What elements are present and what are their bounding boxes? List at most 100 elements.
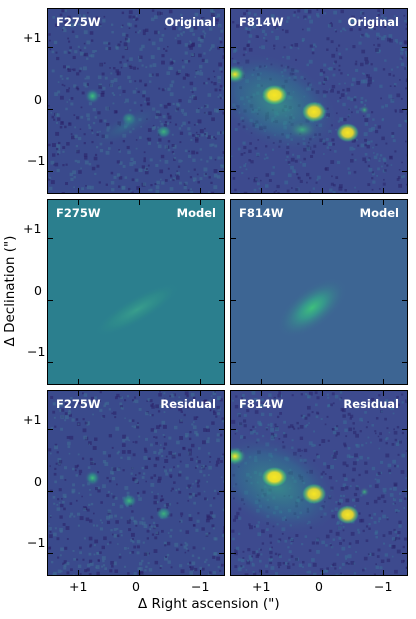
x-tick-label: +1: [69, 579, 88, 594]
y-tick-label: −1: [27, 153, 46, 168]
tick-mark: [383, 570, 384, 575]
tick-mark: [261, 391, 262, 396]
y-tick-label: +1: [23, 412, 42, 427]
tick-mark: [322, 200, 323, 205]
tick-mark: [139, 200, 140, 205]
tick-mark: [231, 429, 236, 430]
filter-label: F275W: [56, 206, 101, 220]
tick-mark: [402, 171, 407, 172]
kind-label: Residual: [343, 397, 399, 411]
y-tick-label: 0: [34, 92, 42, 107]
x-tick-label: +1: [252, 579, 271, 594]
x-axis-title: Δ Right ascension ("): [138, 596, 280, 612]
tick-mark: [322, 379, 323, 384]
tick-mark: [219, 362, 224, 363]
tick-mark: [231, 553, 236, 554]
kind-label: Model: [359, 206, 399, 220]
panel-image: [48, 9, 224, 193]
panel-f814w-model: F814W Model: [230, 199, 408, 385]
tick-mark: [219, 553, 224, 554]
y-tick-label: 0: [34, 283, 42, 298]
y-axis-title: Δ Declination ("): [2, 235, 18, 347]
tick-mark: [48, 362, 53, 363]
tick-mark: [231, 171, 236, 172]
x-tick-label: −1: [191, 579, 210, 594]
panel-f275w-original: F275W Original: [47, 8, 225, 194]
y-tick-label: +1: [23, 30, 42, 45]
tick-mark: [48, 109, 53, 110]
tick-mark: [48, 429, 53, 430]
panel-image: [48, 391, 224, 575]
tick-mark: [402, 238, 407, 239]
panel-image: [231, 391, 407, 575]
tick-mark: [322, 188, 323, 193]
tick-mark: [48, 47, 53, 48]
tick-mark: [261, 200, 262, 205]
kind-label: Original: [164, 15, 216, 29]
tick-mark: [383, 188, 384, 193]
panel-image: [231, 9, 407, 193]
tick-mark: [231, 491, 236, 492]
kind-label: Residual: [160, 397, 216, 411]
tick-mark: [48, 238, 53, 239]
y-tick-label: −1: [27, 535, 46, 550]
panel-f814w-residual: F814W Residual: [230, 390, 408, 576]
tick-mark: [139, 570, 140, 575]
tick-mark: [48, 553, 53, 554]
panel-image: [231, 200, 407, 384]
filter-label: F275W: [56, 15, 101, 29]
kind-label: Original: [347, 15, 399, 29]
tick-mark: [219, 171, 224, 172]
panel-f275w-model: F275W Model: [47, 199, 225, 385]
tick-mark: [383, 391, 384, 396]
tick-mark: [261, 379, 262, 384]
tick-mark: [219, 47, 224, 48]
tick-mark: [219, 238, 224, 239]
tick-mark: [402, 429, 407, 430]
tick-mark: [322, 9, 323, 14]
filter-label: F814W: [239, 206, 284, 220]
filter-label: F275W: [56, 397, 101, 411]
tick-mark: [78, 391, 79, 396]
y-tick-label: +1: [23, 221, 42, 236]
tick-mark: [383, 379, 384, 384]
tick-mark: [139, 9, 140, 14]
filter-label: F814W: [239, 397, 284, 411]
y-tick-label: −1: [27, 344, 46, 359]
tick-mark: [139, 188, 140, 193]
tick-mark: [402, 300, 407, 301]
filter-label: F814W: [239, 15, 284, 29]
tick-mark: [402, 362, 407, 363]
tick-mark: [219, 429, 224, 430]
tick-mark: [78, 570, 79, 575]
tick-mark: [261, 570, 262, 575]
tick-mark: [231, 362, 236, 363]
tick-mark: [402, 47, 407, 48]
tick-mark: [219, 300, 224, 301]
tick-mark: [48, 300, 53, 301]
tick-mark: [200, 570, 201, 575]
tick-mark: [231, 109, 236, 110]
tick-mark: [78, 379, 79, 384]
tick-mark: [48, 171, 53, 172]
tick-mark: [231, 47, 236, 48]
tick-mark: [78, 188, 79, 193]
tick-mark: [261, 9, 262, 14]
tick-mark: [402, 109, 407, 110]
x-tick-label: 0: [132, 579, 140, 594]
tick-mark: [402, 491, 407, 492]
tick-mark: [78, 200, 79, 205]
tick-mark: [231, 300, 236, 301]
tick-mark: [322, 570, 323, 575]
panel-image: [48, 200, 224, 384]
panel-f275w-residual: F275W Residual: [47, 390, 225, 576]
panel-f814w-original: F814W Original: [230, 8, 408, 194]
tick-mark: [383, 9, 384, 14]
tick-mark: [200, 188, 201, 193]
tick-mark: [200, 200, 201, 205]
tick-mark: [200, 391, 201, 396]
tick-mark: [219, 491, 224, 492]
kind-label: Model: [176, 206, 216, 220]
tick-mark: [322, 391, 323, 396]
